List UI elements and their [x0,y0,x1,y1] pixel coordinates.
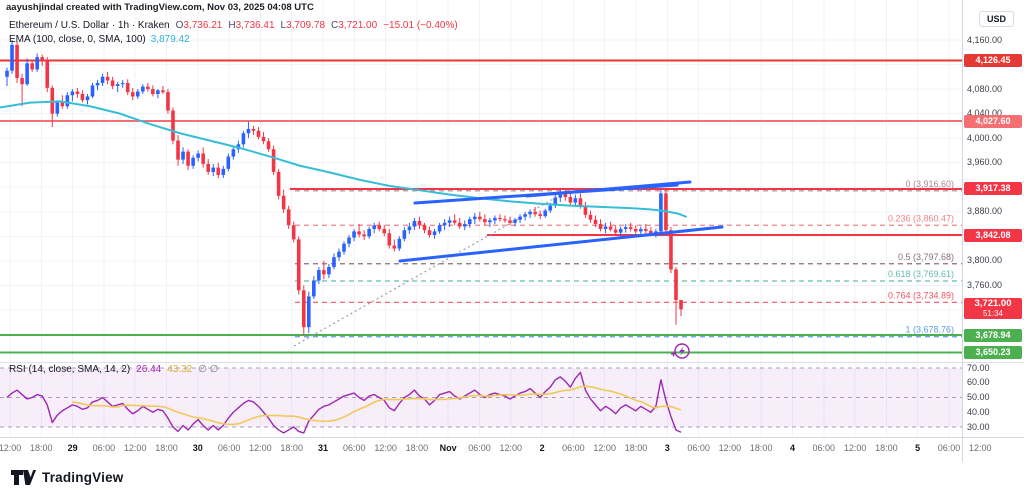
price-axis-label: 4,040.00 [967,108,1003,119]
rsi-axis-label: 50.00 [967,392,990,402]
rsi-axis-label: 30.00 [967,421,990,432]
ohlc-key: C [331,20,339,31]
time-axis[interactable]: 12:00 18:00 29 06:00 12:00 18:00 30 06:00 12:00 1… [0,437,1024,462]
snapshot-watermark: aayushjindal created with TradingView.co… [6,2,314,13]
time-axis-label: 3 [664,443,670,453]
time-axis-label: Nov [439,443,457,453]
ema-label: EMA (100, close, 0, SMA, 100) [9,34,146,45]
symbol-title: Ethereum / U.S. Dollar · 1h · Kraken [9,20,170,31]
time-axis-label: 06:00 [92,443,116,453]
time-axis-label: 12:00 [123,443,147,453]
time-axis-label: 5 [915,443,921,453]
time-axis-label: 06:00 [812,443,836,453]
time-axis-label: 06:00 [937,443,961,453]
ohlc-value: 3,709.78 [286,20,326,31]
ohlc-key: O [175,20,184,31]
fib-level-label: 0.618 (3,769.61) [888,269,954,279]
fib-level-label: 0.764 (3,734.89) [888,290,954,300]
time-axis-label: 12:00 [0,443,22,453]
price-level-label: 4,126.45 [964,54,1022,68]
price-axis-label: 3,880.00 [967,206,1003,217]
ohlc-values: O3,736.21 H3,736.41 L3,709.78 C3,721.00 [170,20,378,31]
rsi-axis-label: 40.00 [967,406,990,417]
time-axis-label: 2 [539,443,545,453]
time-axis-label: 06:00 [343,443,366,453]
time-axis-label: 18:00 [749,443,773,453]
rsi-axis-label: 70.00 [967,362,990,373]
price-axis-label: 4,160.00 [967,34,1003,45]
price-axis-label: 3,800.00 [967,255,1003,266]
rsi-value: 26.44 [136,364,162,375]
time-axis-label: 18:00 [875,443,898,453]
axis-separator [962,0,963,462]
ohlc-value: 3,721.00 [338,20,378,31]
time-axis-label: 18:00 [155,443,178,453]
price-level-label: 3,917.38 [964,182,1022,196]
current-price-label: 3,721.00 51:34 [964,298,1022,320]
ema-value: 3,879.42 [150,34,190,45]
time-axis-label: 18:00 [30,443,53,453]
bottom-toolbar: TradingView [0,462,1024,493]
time-axis-label: 12:00 [374,443,397,453]
price-axis-label: 4,080.00 [967,83,1003,94]
price-level-label: 3,678.94 [964,328,1022,342]
time-axis-label: 18:00 [624,443,648,453]
flash-marker-icon[interactable] [671,343,690,359]
time-axis-label: 06:00 [562,443,585,453]
time-axis-label: 06:00 [468,443,491,453]
symbol-legend: Ethereum / U.S. Dollar · 1h · Kraken O3,7… [9,19,458,47]
ohlc-value: 3,736.21 [183,20,223,31]
time-axis-label: 4 [789,443,795,453]
fib-level-label: 0 (3,916.60) [905,179,954,189]
change-value: −15.01 (−0.40%) [383,20,458,31]
time-axis-label: 12:00 [249,443,272,453]
pane-separator[interactable] [0,362,1024,363]
ohlc-key: H [228,20,236,31]
time-axis-label: 12:00 [969,443,992,453]
price-axis-label: 4,000.00 [967,132,1003,143]
ohlc-value: 3,736.41 [235,20,275,31]
main-chart[interactable]: 0 (3,916.60) 0.236 (3,860.47) 0.5 (3,797.6… [0,0,962,437]
tradingview-logo-text[interactable]: TradingView [42,470,124,485]
time-axis-label: 29 [67,443,78,453]
time-axis-label: 12:00 [718,443,742,453]
fib-level-label: 0.236 (3,860.47) [888,213,954,223]
price-axis-label: 3,960.00 [967,157,1003,168]
time-axis-label: 18:00 [405,443,429,453]
time-axis-label: 12:00 [593,443,616,453]
price-level-label: 3,650.23 [964,346,1022,360]
rsi-label: RSI (14, close, SMA, 14, 2) [9,364,131,375]
time-axis-label: 30 [192,443,203,453]
time-axis-label: 06:00 [217,443,241,453]
time-axis-label: 12:00 [843,443,867,453]
ohlc-key: L [280,20,287,31]
time-axis-label: 18:00 [280,443,303,453]
fib-level-label: 1 (3,678.76) [905,325,954,335]
ema-legend-row[interactable]: EMA (100, close, 0, SMA, 100) 3,879.42 [9,33,458,47]
time-axis-label: 31 [317,443,328,453]
rsi-legend[interactable]: RSI (14, close, SMA, 14, 2) 26.44 43.32 ∅ ∅ [9,364,218,375]
rsi-axis-label: 60.00 [967,377,990,388]
chart-plot-area[interactable]: 0 (3,916.60) 0.236 (3,860.47) 0.5 (3,797.6… [0,0,962,437]
fib-level-label: 0.5 (3,797.68) [898,252,954,262]
rsi-sma-value: 43.32 [167,364,193,375]
rsi-extra-values: ∅ ∅ [198,364,219,375]
currency-button[interactable]: USD [978,11,1014,27]
price-level-label: 3,842.08 [964,228,1022,242]
symbol-legend-row[interactable]: Ethereum / U.S. Dollar · 1h · Kraken O3,7… [9,19,458,33]
tradingview-logo-icon[interactable] [10,468,36,487]
price-axis-label: 3,760.00 [967,279,1003,290]
price-level-label: 4,027.60 [964,114,1022,128]
time-axis-label: 12:00 [499,443,523,453]
time-axis-label: 06:00 [687,443,710,453]
price-axis[interactable]: USD 4,160.00 4,080.00 4,040.00 4,000.00 3,96… [963,0,1024,437]
